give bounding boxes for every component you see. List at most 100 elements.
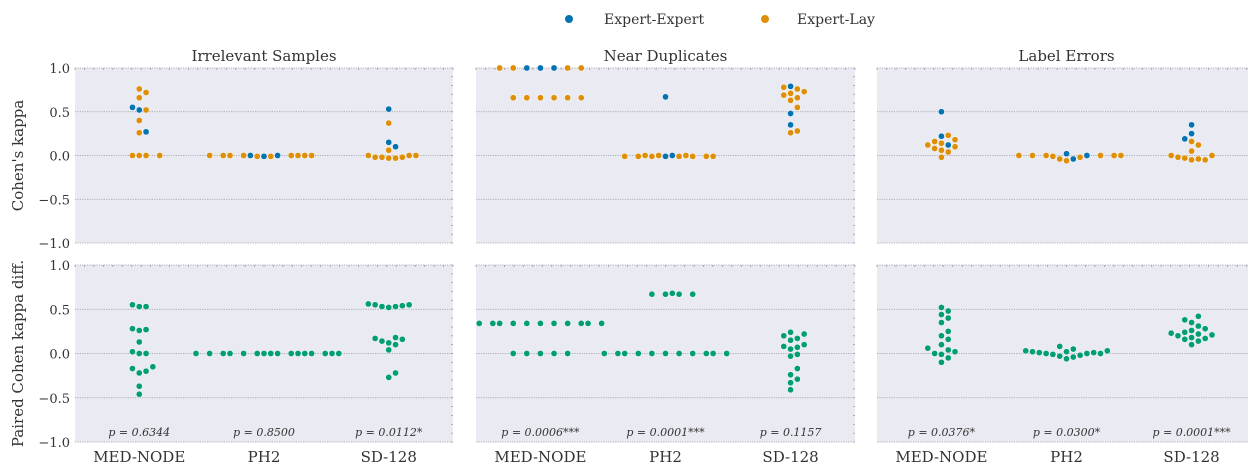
data-point	[550, 320, 558, 327]
data-point	[938, 108, 945, 116]
data-point	[668, 152, 676, 159]
data-point	[1181, 154, 1189, 162]
y-tick-label: −1.0	[38, 237, 70, 252]
data-point	[398, 302, 406, 310]
data-point	[787, 379, 794, 387]
data-point	[794, 351, 801, 358]
data-point	[951, 143, 959, 151]
data-point	[1188, 334, 1195, 341]
data-point	[274, 350, 281, 357]
data-point	[944, 346, 952, 354]
data-point	[550, 94, 558, 102]
data-point	[260, 153, 268, 160]
data-point	[564, 64, 571, 72]
data-point	[689, 153, 697, 160]
data-point	[496, 320, 503, 327]
data-point	[648, 350, 656, 357]
data-point	[219, 350, 227, 357]
data-point	[944, 314, 952, 322]
data-point	[1188, 138, 1195, 145]
panel	[74, 67, 454, 244]
data-point	[702, 153, 710, 160]
data-point	[598, 320, 605, 327]
data-point	[385, 119, 393, 127]
data-point	[584, 320, 592, 327]
legend-marker	[761, 15, 769, 23]
data-point	[537, 320, 544, 327]
legend-label: Expert-Lay	[797, 12, 875, 28]
data-point	[412, 152, 420, 159]
data-point	[564, 94, 571, 102]
data-point	[794, 104, 801, 111]
data-point	[938, 153, 945, 161]
y-tick-label: −0.5	[38, 193, 70, 208]
x-tick-label: MED-NODE	[895, 448, 987, 463]
data-point	[392, 303, 399, 310]
data-point	[1063, 348, 1070, 356]
data-point	[689, 290, 697, 298]
data-point	[240, 350, 247, 357]
data-point	[800, 330, 808, 338]
data-point	[1056, 155, 1064, 163]
data-point	[1029, 152, 1036, 159]
data-point	[1195, 330, 1202, 338]
data-point	[938, 139, 945, 147]
data-point	[226, 350, 234, 357]
data-point	[931, 138, 938, 145]
data-point	[1181, 328, 1189, 336]
data-point	[253, 350, 261, 357]
data-point	[787, 129, 794, 137]
data-point	[564, 350, 571, 357]
data-point	[723, 350, 731, 357]
data-point	[709, 153, 717, 160]
data-point	[1195, 322, 1202, 330]
data-point	[1069, 155, 1077, 163]
data-point	[938, 311, 945, 318]
data-point	[385, 105, 393, 113]
data-point	[1201, 325, 1209, 333]
data-point	[392, 154, 399, 162]
data-point	[944, 354, 952, 362]
data-point	[385, 139, 393, 146]
data-point	[206, 350, 213, 357]
data-point	[787, 336, 794, 344]
data-point	[405, 301, 413, 309]
data-point	[662, 153, 669, 160]
data-point	[129, 365, 136, 372]
data-point	[496, 64, 503, 72]
data-point	[1188, 121, 1195, 129]
data-point	[287, 350, 295, 357]
data-point	[1188, 319, 1195, 326]
legend: Expert-Expert Expert-Lay	[565, 12, 875, 28]
data-point	[1188, 327, 1195, 334]
data-point	[1083, 350, 1091, 357]
data-point	[392, 369, 399, 377]
data-point	[523, 94, 531, 102]
data-point	[794, 365, 801, 372]
p-value-label: p = 0.0001***	[626, 426, 705, 439]
data-point	[621, 153, 629, 160]
data-point	[794, 127, 801, 135]
data-point	[931, 350, 938, 357]
data-point	[371, 335, 379, 342]
data-point	[308, 350, 315, 357]
data-point	[662, 93, 669, 101]
p-value-label: p = 0.8500	[233, 426, 295, 439]
data-point	[577, 94, 585, 102]
data-point	[135, 106, 143, 114]
data-point	[938, 341, 945, 348]
data-point	[1103, 347, 1111, 355]
data-point	[1063, 157, 1070, 165]
data-point	[142, 350, 150, 357]
legend-label: Expert-Expert	[604, 12, 704, 28]
data-point	[1181, 135, 1189, 143]
data-point	[509, 350, 517, 357]
data-point	[260, 350, 268, 357]
data-point	[1174, 332, 1182, 340]
data-point	[523, 64, 531, 72]
data-point	[655, 152, 663, 159]
data-point	[794, 343, 801, 351]
panel	[475, 64, 856, 244]
data-point	[787, 110, 794, 117]
data-point	[392, 143, 399, 151]
